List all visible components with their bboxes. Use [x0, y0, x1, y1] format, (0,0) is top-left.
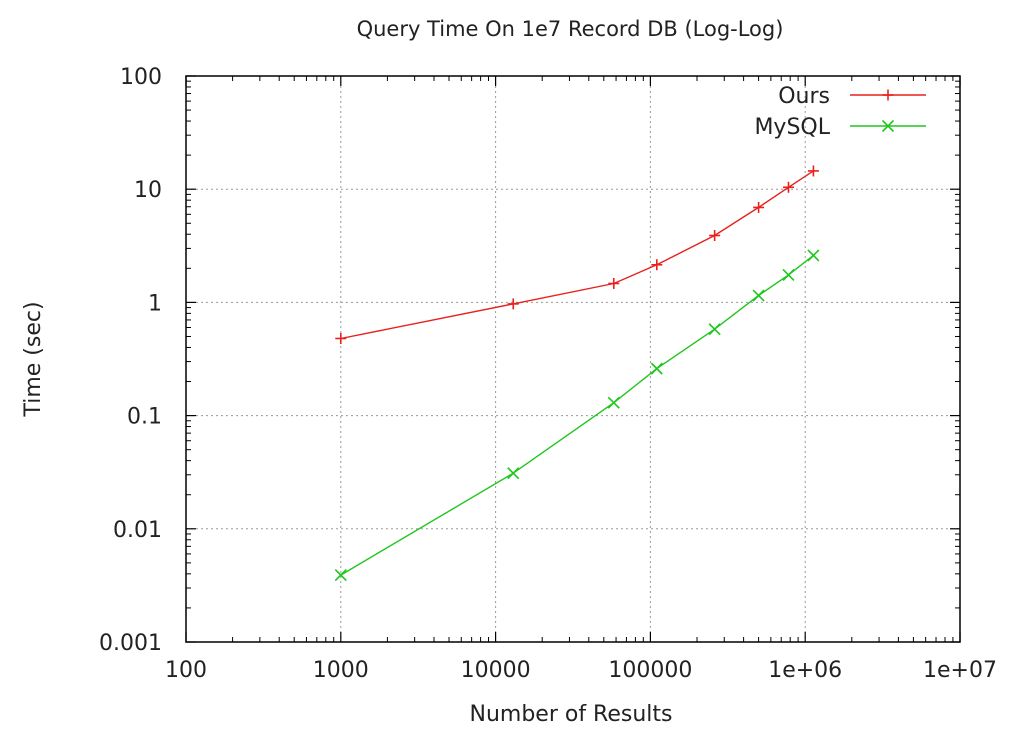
- axis-ticks: 100 1000 10000 100000 1e+06 1e+07 0.001 0.01 0.1…: [99, 65, 997, 683]
- x-tick-label: 100000: [608, 658, 692, 683]
- series-line-mysql: [340, 254, 814, 576]
- data-point-mysql: [782, 268, 795, 281]
- y-tick-label: 1: [148, 291, 162, 316]
- point-marker-d2: [334, 569, 347, 582]
- plot-area-frame: [185, 75, 961, 643]
- data-point-ours: [507, 298, 519, 310]
- data-point-mysql: [807, 249, 820, 262]
- series-line-ours: [340, 170, 814, 340]
- x-tick-label: 1000: [313, 658, 369, 683]
- data-point-mysql: [650, 362, 663, 375]
- point-marker-d2: [507, 467, 520, 480]
- data-point-mysql: [607, 396, 620, 409]
- data-point-mysql: [334, 569, 347, 582]
- point-marker-d2: [782, 268, 795, 281]
- series-ours: [335, 165, 819, 344]
- chart-title: Query Time On 1e7 Record DB (Log-Log): [357, 17, 784, 41]
- data-point-ours: [651, 259, 663, 271]
- point-marker-d2: [807, 249, 820, 262]
- legend: Ours MySQL: [754, 84, 926, 140]
- data-point-mysql: [507, 467, 520, 480]
- point-marker-d2: [752, 289, 765, 302]
- data-point-ours: [753, 201, 765, 213]
- y-tick-label: 0.001: [99, 631, 162, 656]
- data-point-mysql: [708, 323, 721, 336]
- legend-item-ours: Ours: [778, 84, 926, 109]
- series-layer: [334, 165, 820, 582]
- data-point-mysql: [752, 289, 765, 302]
- legend-marker-d2: [881, 119, 895, 133]
- legend-label: MySQL: [754, 115, 830, 140]
- y-tick-label: 10: [134, 178, 162, 203]
- y-tick-label: 0.1: [127, 405, 162, 430]
- x-tick-label: 100: [165, 658, 207, 683]
- data-point-ours: [335, 332, 347, 344]
- y-tick-label: 0.01: [113, 518, 162, 543]
- grid: [186, 76, 960, 642]
- data-point-ours: [608, 277, 620, 289]
- series-mysql: [334, 249, 820, 582]
- x-tick-label: 1e+06: [768, 658, 842, 683]
- legend-label: Ours: [778, 84, 830, 109]
- point-marker-d2: [708, 323, 721, 336]
- x-tick-label: 1e+07: [923, 658, 997, 683]
- point-marker-d2: [650, 362, 663, 375]
- data-point-ours: [709, 229, 721, 241]
- data-point-ours: [782, 181, 794, 193]
- legend-item-mysql: MySQL: [754, 115, 926, 140]
- point-marker-d2: [607, 396, 620, 409]
- y-axis-label: Time (sec): [21, 301, 46, 417]
- x-axis-label: Number of Results: [469, 702, 672, 727]
- y-tick-label: 100: [120, 65, 162, 90]
- data-point-ours: [807, 165, 819, 177]
- x-tick-label: 10000: [461, 658, 531, 683]
